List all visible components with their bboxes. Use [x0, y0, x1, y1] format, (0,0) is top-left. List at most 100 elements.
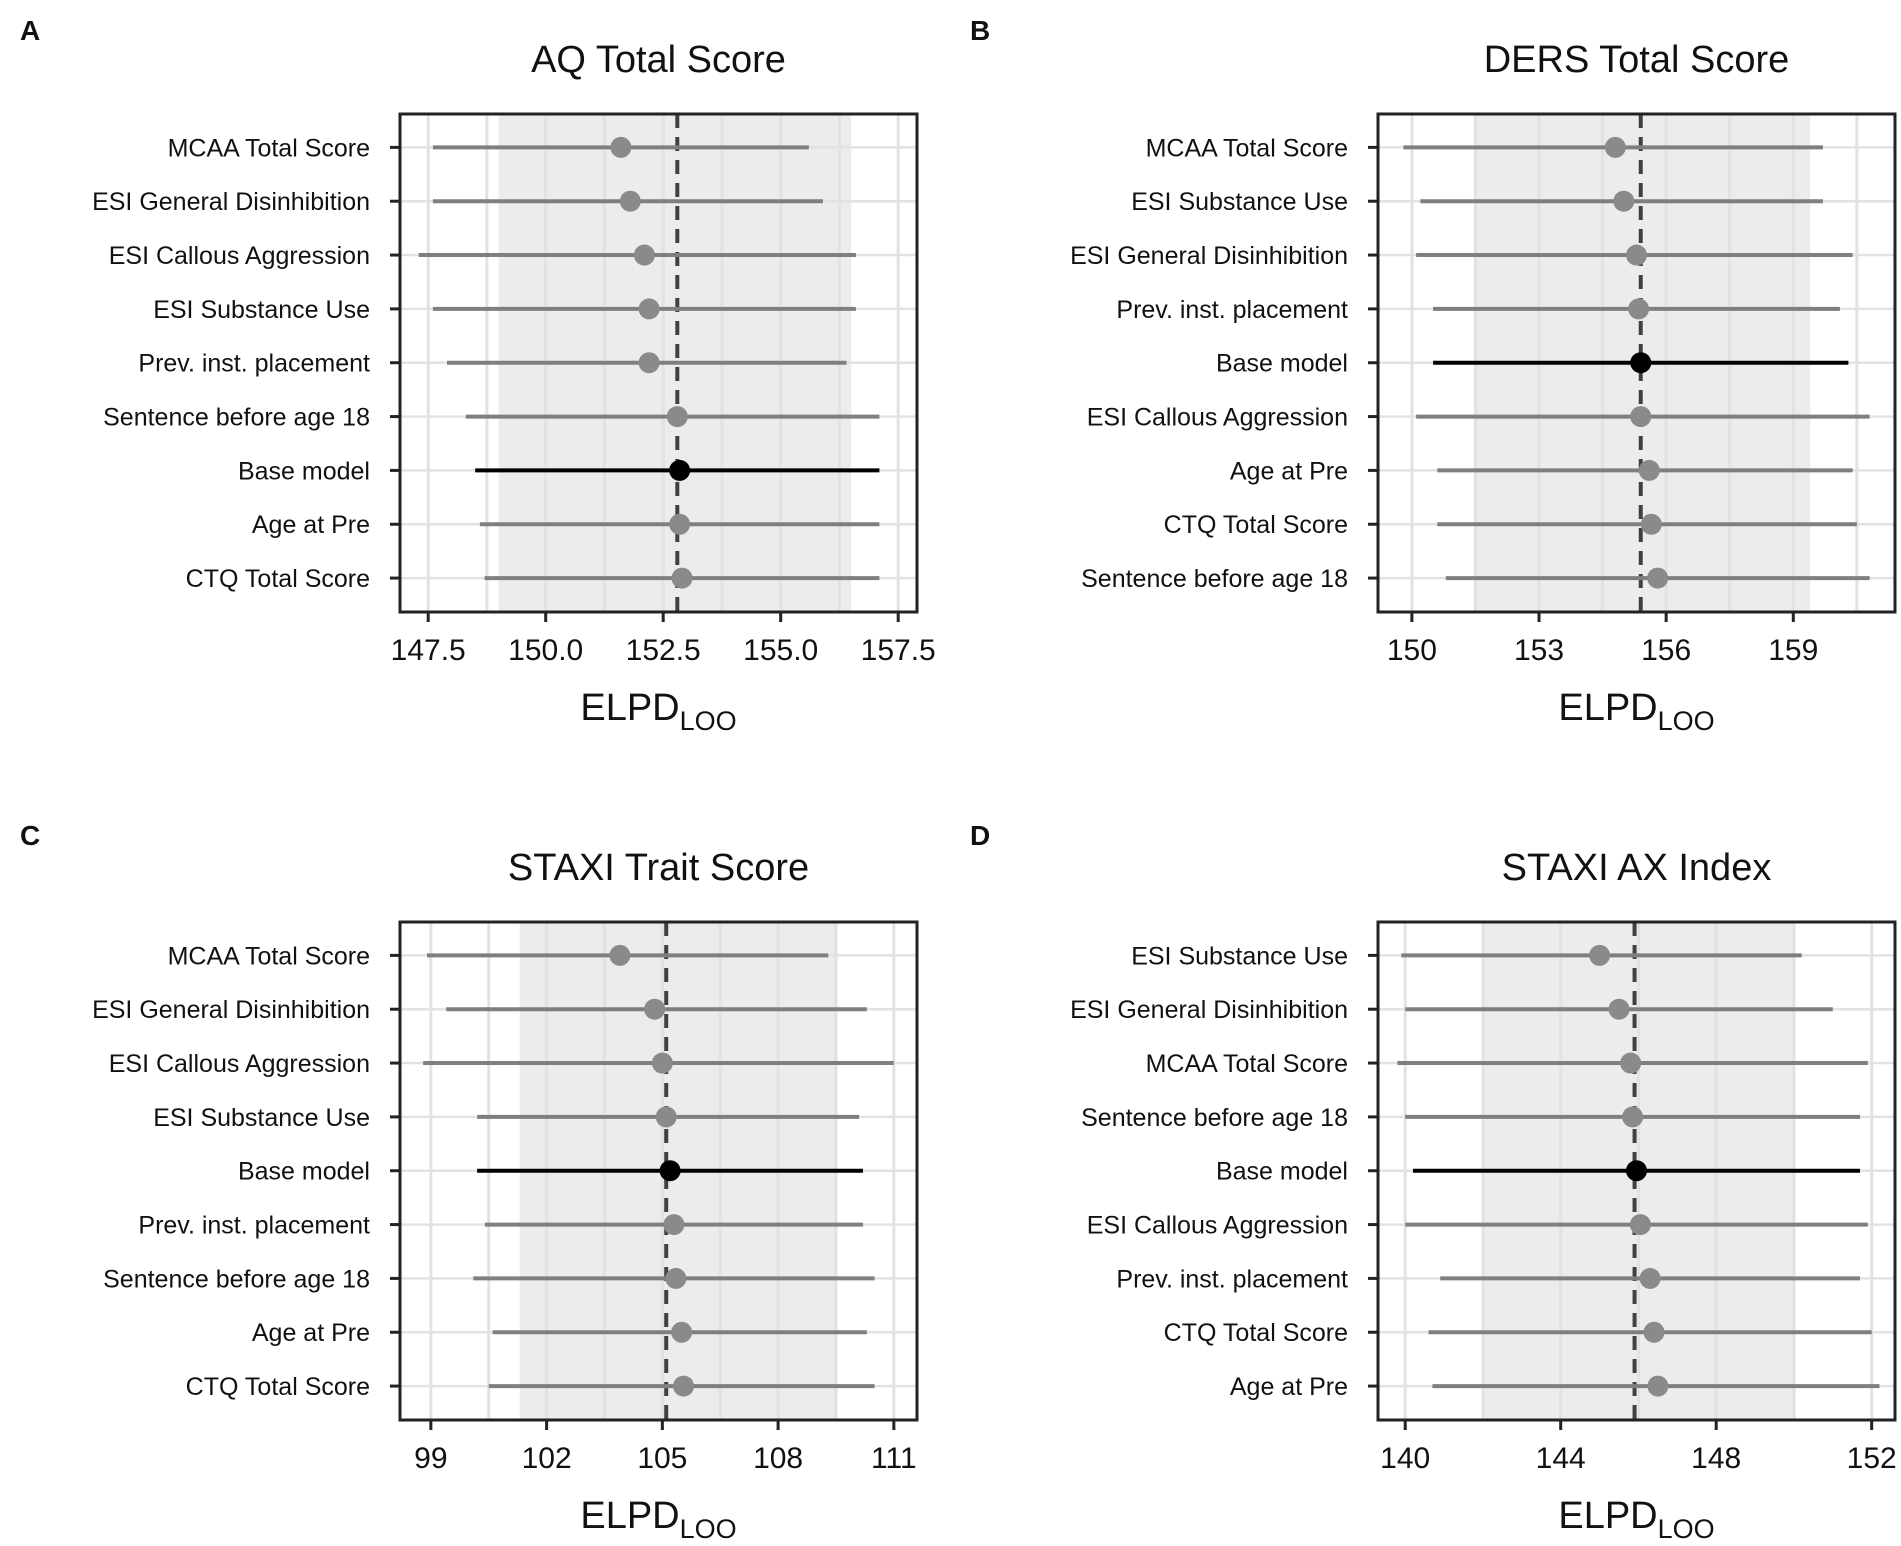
x-tick-label: 148	[1691, 1442, 1741, 1475]
estimate-point	[1620, 1052, 1642, 1074]
estimate-point	[1589, 944, 1611, 966]
x-axis-label: ELPDLOO	[1558, 1495, 1714, 1544]
estimate-point	[644, 998, 666, 1020]
row-label: Base model	[238, 1158, 370, 1186]
panel-d: D STAXI AX Index ESI Substance Use ESI Gene…	[970, 820, 1897, 1544]
x-tick-label: 140	[1380, 1442, 1430, 1475]
row-label: Sentence before age 18	[103, 1265, 370, 1293]
row-label: MCAA Total Score	[1146, 134, 1348, 162]
row-label: ESI General Disinhibition	[92, 996, 370, 1024]
x-axis-label: ELPDLOO	[1558, 687, 1714, 736]
row-label: ESI Substance Use	[1131, 188, 1348, 216]
estimate-point	[1647, 1375, 1669, 1397]
x-tick-label: 150.0	[508, 634, 583, 667]
x-axis-label-main: ELPD	[1558, 687, 1657, 729]
panel-a: A AQ Total Score MCAA Total Score ESI Gener…	[20, 15, 936, 736]
estimate-point	[651, 1052, 673, 1074]
x-tick-label: 159	[1768, 634, 1818, 667]
x-axis-label-main: ELPD	[580, 687, 679, 729]
row-label: Sentence before age 18	[1081, 1104, 1348, 1132]
estimate-point	[1638, 459, 1660, 481]
base-model-point	[1630, 352, 1652, 374]
panel-b: B DERS Total Score MCAA Total Score ESI Sub…	[970, 15, 1897, 736]
estimate-point	[1629, 1214, 1651, 1236]
row-label: Prev. inst. placement	[1116, 296, 1348, 324]
x-tick-label: 102	[522, 1442, 572, 1475]
estimate-point	[1643, 1321, 1665, 1343]
row-label: Prev. inst. placement	[138, 1212, 370, 1240]
x-axis-label-sub: LOO	[680, 706, 737, 736]
row-label: Age at Pre	[252, 1319, 370, 1347]
estimate-point	[638, 298, 660, 320]
row-label: Sentence before age 18	[1081, 565, 1348, 593]
estimate-point	[609, 944, 631, 966]
x-axis-label-sub: LOO	[1658, 1514, 1715, 1544]
row-label: ESI Substance Use	[1131, 942, 1348, 970]
row-label: MCAA Total Score	[1146, 1050, 1348, 1078]
row-label: ESI Substance Use	[153, 1104, 370, 1132]
estimate-point	[669, 513, 691, 535]
estimate-point	[671, 567, 693, 589]
x-axis-label-sub: LOO	[680, 1514, 737, 1544]
estimate-point	[1622, 1106, 1644, 1128]
plot-frame	[398, 112, 919, 614]
x-axis-label: ELPDLOO	[580, 687, 736, 736]
estimate-point	[671, 1321, 693, 1343]
row-label: ESI Callous Aggression	[109, 242, 370, 270]
plot-frame	[398, 920, 919, 1422]
estimate-point	[655, 1106, 677, 1128]
estimate-point	[1613, 190, 1635, 212]
row-label: CTQ Total Score	[1164, 511, 1348, 539]
x-tick-label: 111	[871, 1442, 917, 1475]
x-tick-label: 144	[1536, 1442, 1586, 1475]
row-label: MCAA Total Score	[168, 134, 370, 162]
x-tick-label: 147.5	[391, 634, 466, 667]
estimate-point	[1628, 298, 1650, 320]
base-model-point	[669, 459, 691, 481]
estimate-point	[663, 1214, 685, 1236]
x-tick-label: 99	[414, 1442, 447, 1475]
panel-label: C	[20, 820, 40, 851]
row-label: Base model	[238, 457, 370, 485]
chart-title: DERS Total Score	[1484, 39, 1790, 81]
x-tick-label: 150	[1387, 634, 1437, 667]
estimate-point	[633, 244, 655, 266]
estimate-point	[673, 1375, 695, 1397]
x-tick-label: 152.5	[626, 634, 701, 667]
estimate-point	[619, 190, 641, 212]
x-tick-label: 156	[1641, 634, 1691, 667]
row-label: ESI Callous Aggression	[1087, 1212, 1348, 1240]
estimate-point	[1640, 513, 1662, 535]
x-tick-label: 153	[1514, 634, 1564, 667]
x-axis-label: ELPDLOO	[580, 1495, 736, 1544]
row-label: CTQ Total Score	[186, 1373, 370, 1401]
row-label: Prev. inst. placement	[1116, 1265, 1348, 1293]
x-tick-label: 152	[1847, 1442, 1897, 1475]
base-model-point	[1626, 1160, 1647, 1182]
row-label: Sentence before age 18	[103, 404, 370, 432]
estimate-point	[1604, 136, 1626, 158]
panel-c: C STAXI Trait Score MCAA Total Score ESI Ge…	[20, 820, 919, 1544]
row-label: ESI General Disinhibition	[1070, 996, 1348, 1024]
estimate-point	[666, 406, 688, 428]
x-tick-label: 157.5	[861, 634, 936, 667]
estimate-point	[665, 1267, 687, 1289]
plot-frame	[1376, 112, 1897, 614]
row-label: ESI Substance Use	[153, 296, 370, 324]
row-label: ESI Callous Aggression	[109, 1050, 370, 1078]
row-label: CTQ Total Score	[186, 565, 370, 593]
panel-label: B	[970, 15, 990, 46]
row-label: Prev. inst. placement	[138, 350, 370, 378]
panel-label: A	[20, 15, 40, 46]
x-axis-label-sub: LOO	[1658, 706, 1715, 736]
chart-title: STAXI Trait Score	[508, 847, 809, 889]
estimate-point	[1608, 998, 1630, 1020]
panel-label: D	[970, 820, 990, 851]
chart-title: STAXI AX Index	[1502, 847, 1772, 889]
row-label: Age at Pre	[1230, 1373, 1348, 1401]
row-label: CTQ Total Score	[1164, 1319, 1348, 1347]
estimate-point	[610, 136, 632, 158]
row-label: ESI Callous Aggression	[1087, 404, 1348, 432]
chart-title: AQ Total Score	[531, 39, 786, 81]
row-label: MCAA Total Score	[168, 942, 370, 970]
